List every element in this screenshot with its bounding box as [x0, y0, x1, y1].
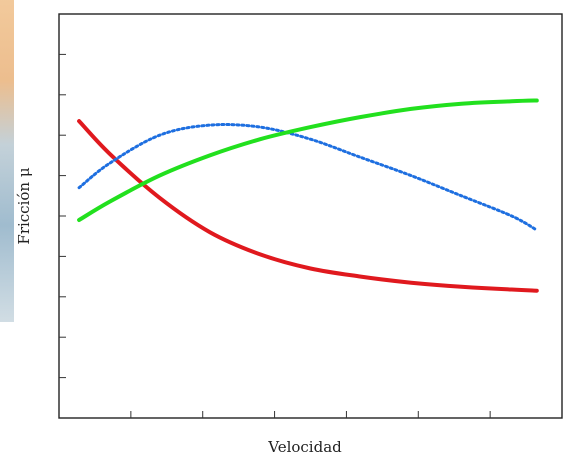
- x-axis-label: Velocidad: [267, 438, 342, 456]
- plot-area-frame: [58, 13, 563, 419]
- series-line-blue-dotted: [77, 123, 539, 232]
- series-layer: [77, 98, 539, 293]
- y-axis-label: Fricción μ: [15, 167, 33, 244]
- series-line-green: [77, 98, 539, 222]
- series-line-red: [77, 119, 539, 293]
- background-decoration: [0, 0, 14, 322]
- axis-ticks: [59, 53, 491, 418]
